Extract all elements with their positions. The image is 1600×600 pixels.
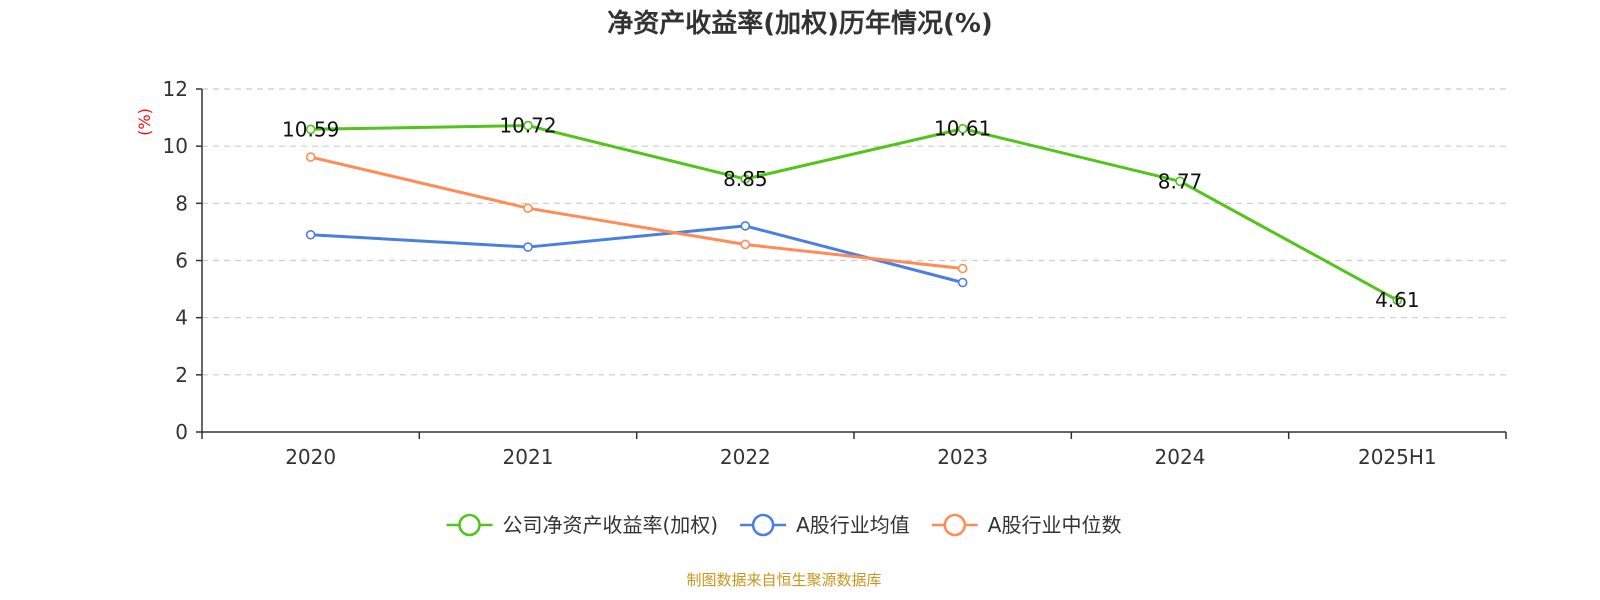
legend-label: A股行业中位数 bbox=[988, 513, 1122, 537]
data-labels: 10.59 10.72 8.85 10.61 8.77 4.61 bbox=[282, 114, 1420, 313]
data-point[interactable] bbox=[305, 229, 316, 240]
grid-lines bbox=[202, 88, 1506, 376]
y-tick-label: 6 bbox=[175, 249, 188, 273]
y-axis-label: (%) bbox=[135, 108, 154, 136]
data-point[interactable] bbox=[1175, 176, 1185, 187]
legend-item[interactable]: A股行业中位数 bbox=[931, 513, 1122, 537]
axes: 0 2 4 6 8 10 12 2020 2021 2022 2023 2024 2025H1 bbox=[163, 77, 1507, 469]
data-point[interactable] bbox=[740, 174, 751, 184]
y-tick-label: 0 bbox=[175, 420, 188, 444]
legend-marker bbox=[943, 513, 967, 537]
legend-item[interactable]: A股行业均值 bbox=[740, 513, 910, 537]
data-label: 8.85 bbox=[723, 167, 768, 191]
source-note: 制图数据来自恒生聚源数据库 bbox=[686, 571, 881, 589]
data-point[interactable] bbox=[957, 263, 968, 274]
data-label: 8.77 bbox=[1158, 169, 1203, 193]
data-point[interactable] bbox=[305, 124, 316, 135]
y-tick-label: 2 bbox=[175, 363, 188, 387]
series-line bbox=[310, 124, 1399, 302]
data-point[interactable] bbox=[957, 123, 968, 134]
y-tick-label: 10 bbox=[163, 134, 188, 158]
legend-label: 公司净资产收益率(加权) bbox=[503, 513, 719, 537]
data-point[interactable] bbox=[523, 242, 533, 252]
data-point[interactable] bbox=[523, 120, 533, 131]
x-tick-label: 2023 bbox=[937, 445, 988, 469]
legend-label: A股行业均值 bbox=[796, 513, 910, 537]
x-tick-label: 2022 bbox=[720, 445, 771, 469]
x-tick-label: 2025H1 bbox=[1358, 445, 1437, 469]
x-tick-label: 2020 bbox=[285, 445, 336, 469]
data-point[interactable] bbox=[523, 203, 533, 213]
data-label: 10.61 bbox=[934, 117, 991, 141]
data-point[interactable] bbox=[957, 277, 968, 288]
data-point[interactable] bbox=[740, 239, 751, 250]
data-label: 10.59 bbox=[282, 117, 339, 141]
x-tick-label: 2021 bbox=[503, 445, 554, 469]
series-line bbox=[310, 224, 964, 284]
legend[interactable]: 公司净资产收益率(加权) A股行业均值 A股行业中位数 bbox=[446, 513, 1122, 537]
data-point[interactable] bbox=[305, 152, 316, 162]
y-tick-label: 12 bbox=[163, 77, 188, 101]
chart-title: 净资产收益率(加权)历年情况(%) bbox=[607, 8, 993, 39]
data-label: 10.72 bbox=[499, 114, 556, 138]
data-point[interactable] bbox=[1392, 295, 1403, 306]
legend-item[interactable]: 公司净资产收益率(加权) bbox=[446, 513, 719, 537]
legend-marker bbox=[458, 513, 481, 537]
y-tick-label: 8 bbox=[175, 191, 188, 215]
data-label: 4.61 bbox=[1375, 288, 1420, 312]
data-point[interactable] bbox=[740, 221, 751, 231]
y-tick-label: 4 bbox=[175, 306, 188, 330]
series-lines bbox=[305, 120, 1403, 306]
series-line bbox=[310, 155, 963, 270]
legend-marker bbox=[751, 513, 775, 537]
x-tick-label: 2024 bbox=[1155, 445, 1206, 469]
